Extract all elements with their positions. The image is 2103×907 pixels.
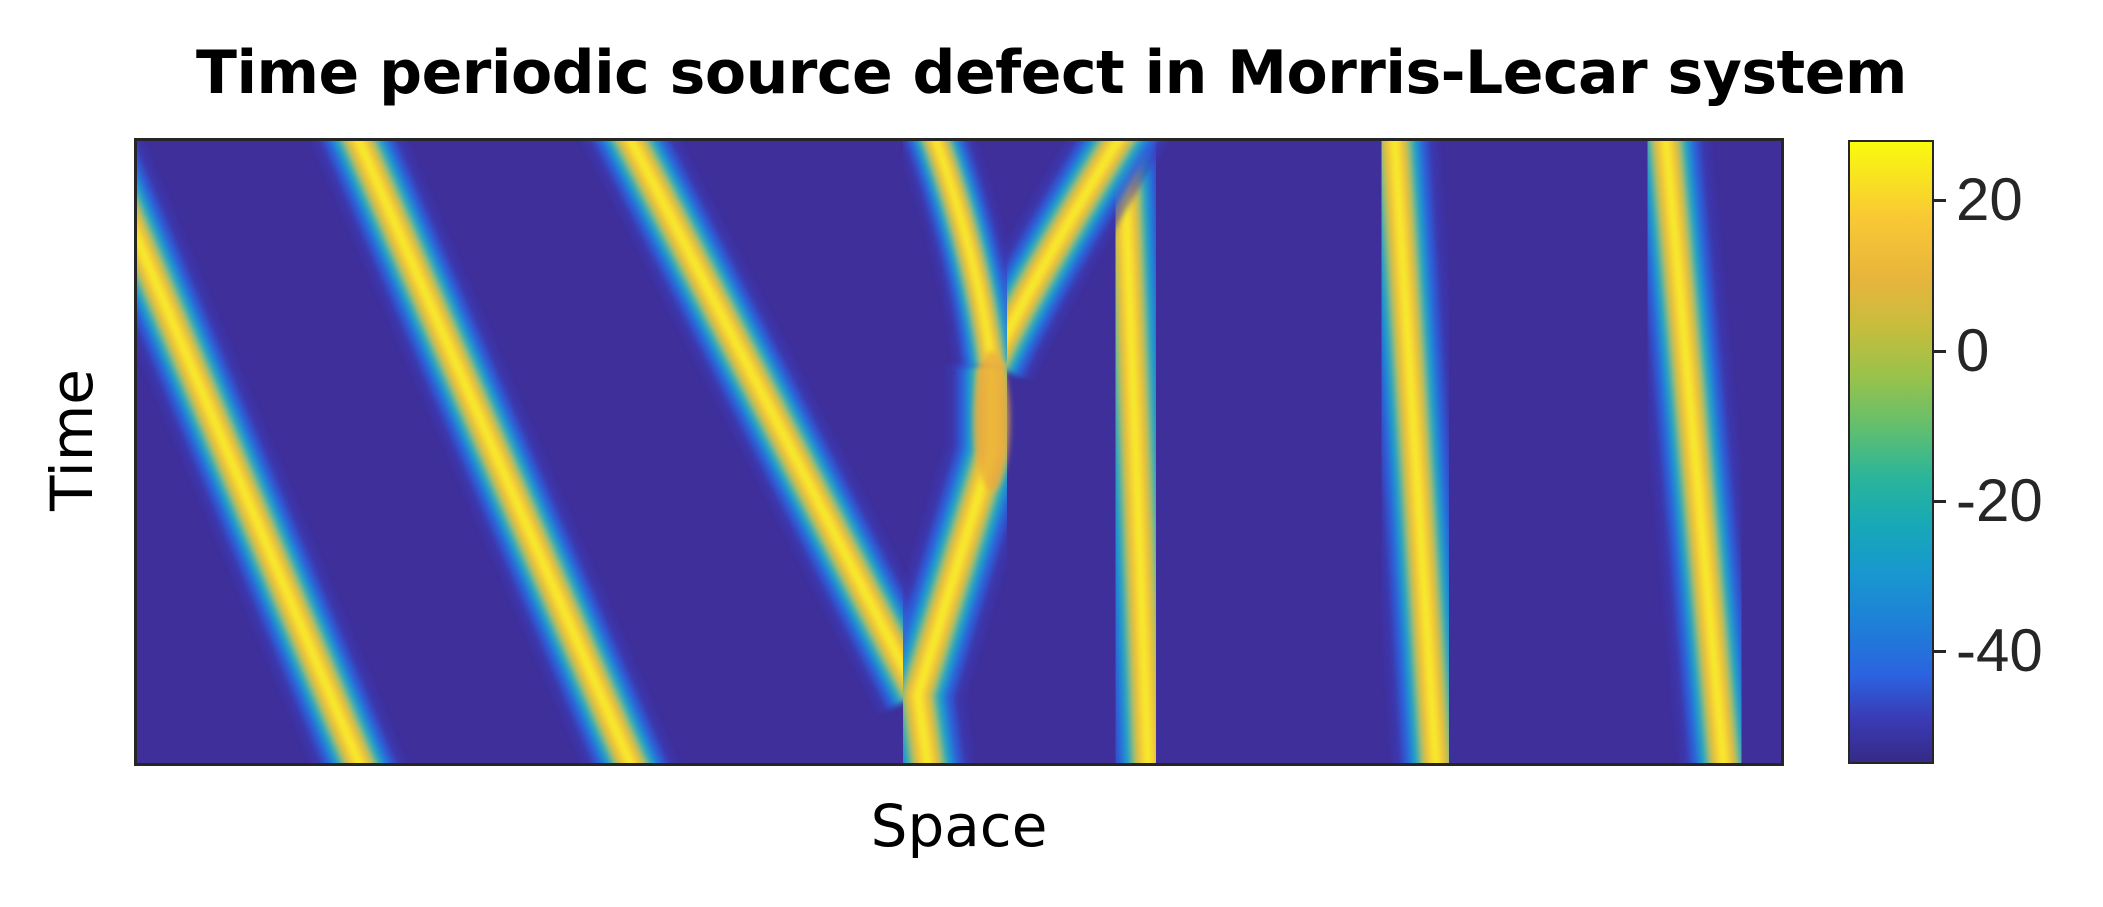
wave-front-3 [582,141,957,715]
colorbar-tick [1932,199,1946,203]
wave-front-5 [1351,141,1479,763]
colorbar-tick [1932,349,1946,353]
colorbar-tick-label: -40 [1956,617,2043,685]
wave-front-2 [312,141,678,763]
wave-front-6 [1622,141,1767,763]
heatmap-plot-area [134,138,1784,766]
wave-front-4 [1080,141,1192,763]
colorbar-tick-label: -20 [1956,466,2043,534]
wave-front-1 [137,141,406,763]
chart-title: Time periodic source defect in Morris-Le… [196,38,1907,108]
colorbar-tick-label: 0 [1956,316,1990,384]
colorbar-tick-label: 20 [1956,166,2023,234]
colorbar [1848,140,1934,764]
defect-left-branch [897,141,1029,370]
colorbar-tick [1932,499,1946,503]
y-axis-label: Time [38,369,106,511]
defect-core [973,350,1010,491]
heatmap-svg [137,141,1781,763]
colorbar-tick [1932,650,1946,654]
x-axis-label: Space [870,792,1048,860]
